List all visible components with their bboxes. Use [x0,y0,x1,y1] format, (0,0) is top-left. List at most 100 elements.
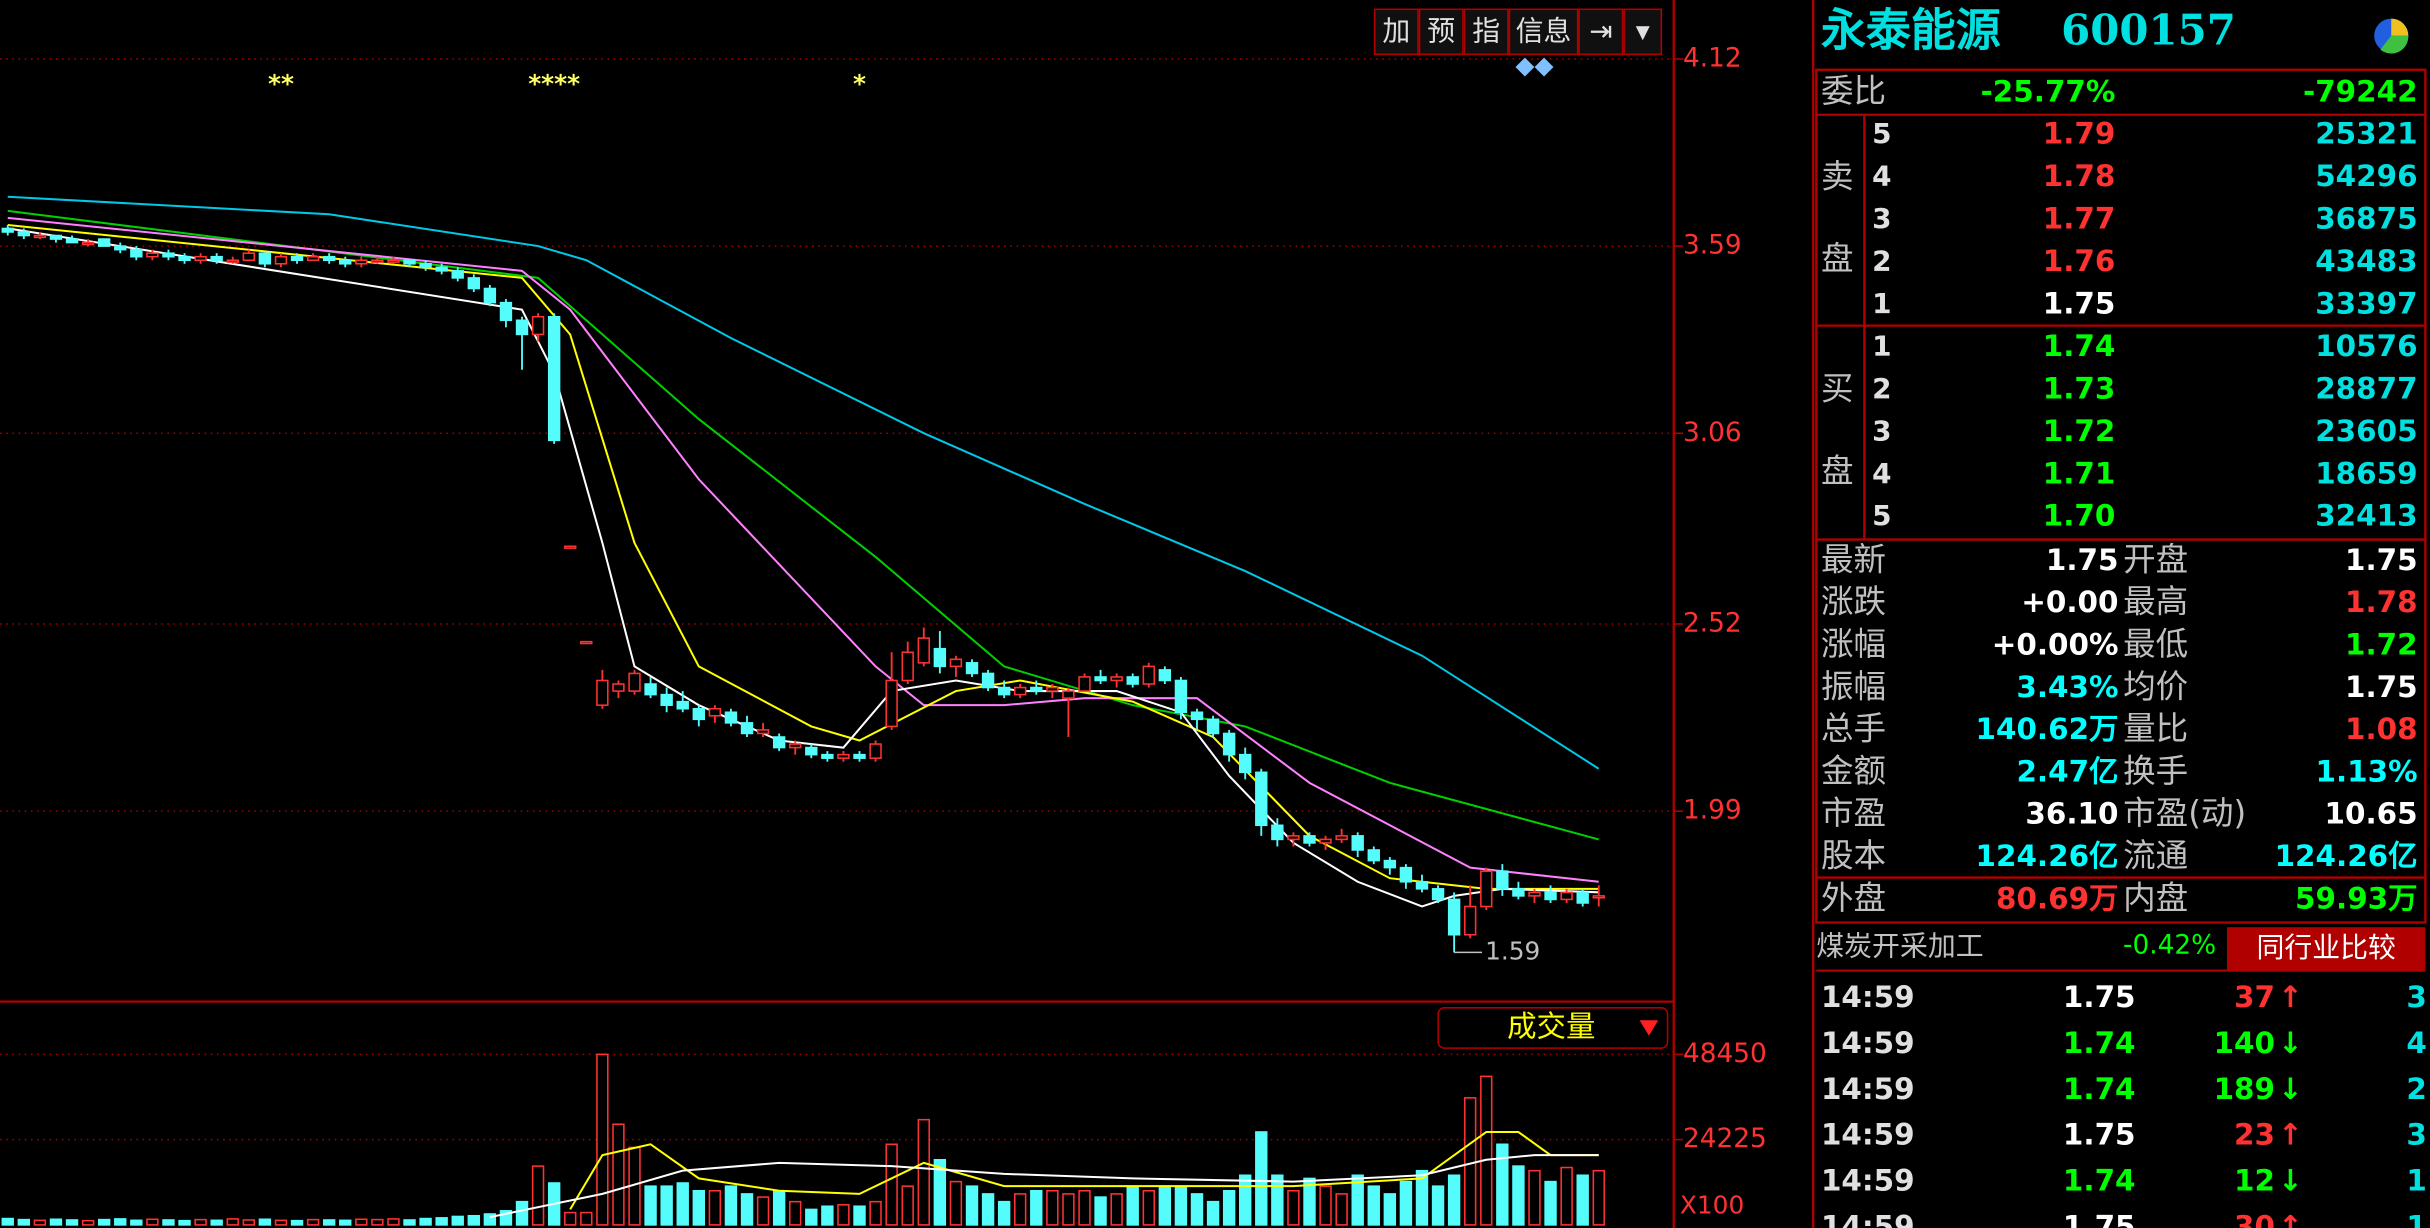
volume-bar [1560,1166,1573,1226]
y-tick-label: 2.52 [1683,608,1742,638]
volume-bar [1255,1131,1268,1226]
book-price: 1.73 [2043,371,2116,405]
unit-label: X100 [1680,1190,1744,1219]
candle-body [885,679,898,728]
candle-body [917,637,930,664]
tick-price: 1.75 [2063,1118,2136,1152]
tick-volume: 23 [2234,1118,2275,1152]
volume-bar [1431,1185,1445,1226]
volume-bar [49,1218,63,1226]
volume-bar [692,1189,705,1226]
candle-body [1030,686,1043,692]
average-line [489,1154,1599,1219]
tick-time: 14:59 [1821,1026,1915,1060]
toolbar-button[interactable] [1463,8,1509,56]
book-price: 1.77 [2043,201,2116,235]
volume-bar [1367,1185,1380,1226]
candle-body [531,315,545,336]
stat-label: 流通 [2123,837,2188,875]
average-line [7,195,1600,770]
volume-bar [81,1219,95,1226]
stat-value: 124.26亿 [1975,839,2118,873]
stat-label: 最高 [2123,583,2188,621]
side-label: 买 [1821,370,1854,408]
tick-count: 1 [2406,1164,2426,1198]
volume-bar [901,1185,914,1226]
candle-body [789,743,802,749]
toolbar-button[interactable] [1623,8,1663,56]
toolbar-label: 信息 [1516,15,1572,48]
volume-bar [1544,1180,1557,1226]
volume-bar [1512,1165,1525,1226]
industry-name: 煤炭开采加工 [1816,929,1983,962]
candle-body [1367,849,1380,862]
tick-count: 2 [2406,1072,2426,1106]
toolbar-button[interactable] [1373,8,1419,56]
volume-bar [772,1189,786,1226]
toolbar-button[interactable] [1508,8,1579,56]
volume-bar [130,1219,143,1226]
volume-bar [339,1219,352,1226]
volume-bar [1592,1169,1605,1226]
candle-body [355,259,368,265]
candle-body [49,234,63,240]
candle-body [17,231,31,237]
book-volume: 18659 [2315,456,2417,490]
candle-body [274,255,288,265]
volume-bar [869,1200,882,1226]
volume-bar [499,1210,513,1226]
signal-marker: ◆◆ [1515,51,1553,80]
candle-body [1174,679,1188,714]
book-level: 3 [1872,202,1891,235]
signal-marker: * [853,69,866,98]
tick-volume: 12 [2234,1164,2275,1198]
tick-count: 3 [2406,1118,2426,1152]
compare-button[interactable] [2226,927,2426,971]
indicator-button[interactable] [1437,1007,1669,1049]
stat-value: 1.72 [2345,627,2418,661]
candle-body [1190,711,1204,721]
candle-body [612,683,625,692]
signal-marker: ** [268,69,294,98]
y-tick-label: 1.99 [1683,796,1742,826]
book-price: 1.70 [2043,499,2116,533]
tick-arrow: ↑ [2278,980,2303,1014]
candle-body [387,259,400,263]
book-level: 5 [1872,499,1891,532]
candle-body [1415,880,1429,890]
volume-bar [210,1219,223,1226]
candle-body [965,662,979,675]
candle-body [1431,888,1445,901]
stat-label: 市盈 [1821,794,1886,832]
volume-bar [146,1218,159,1226]
stat-label: 内盘 [2123,879,2188,917]
tick-time: 14:59 [1821,980,1915,1014]
volume-bar [1447,1174,1461,1226]
volume-bar [1046,1189,1059,1226]
book-price: 1.71 [2043,456,2116,490]
toolbar-button[interactable] [1418,8,1464,56]
candle-body [1383,859,1397,869]
tick-volume: 37 [2234,980,2275,1014]
compare-label: 同行业比较 [2256,931,2395,964]
volume-bar [387,1218,400,1226]
candle-body [644,683,657,696]
volume-bar [17,1218,31,1226]
candle-body [306,255,320,262]
toolbar-button[interactable] [1578,8,1624,56]
stat-value: +0.00 [2021,585,2118,619]
candle-body [290,255,304,262]
stat-label: 均价 [2123,667,2188,705]
volume-bar [1415,1169,1429,1226]
volume-bar [1576,1174,1589,1226]
candle-body [708,707,722,717]
volume-bar [1480,1075,1493,1226]
volume-bar [756,1196,770,1226]
candle-body [1014,686,1027,696]
candle-body [1576,891,1589,904]
candle-body [515,319,529,336]
candle-body [933,647,947,668]
volume-bar [97,1218,111,1226]
candle-body [805,746,818,756]
